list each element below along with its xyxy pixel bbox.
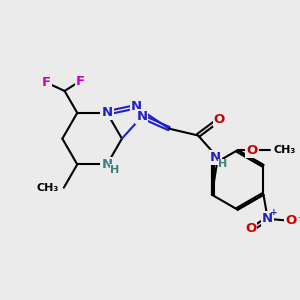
- Text: N: N: [101, 106, 112, 119]
- Text: O: O: [246, 144, 257, 157]
- Text: CH₃: CH₃: [37, 183, 59, 193]
- Text: N: N: [209, 151, 220, 164]
- Text: N: N: [130, 100, 142, 113]
- Text: O: O: [285, 214, 297, 227]
- Text: CH₃: CH₃: [273, 145, 296, 155]
- Text: O: O: [214, 113, 225, 126]
- Text: F: F: [42, 76, 51, 89]
- Text: H: H: [218, 159, 228, 169]
- Text: ⁻: ⁻: [297, 215, 300, 225]
- Text: N: N: [101, 158, 112, 171]
- Text: N: N: [136, 110, 147, 123]
- Text: H: H: [110, 164, 120, 175]
- Text: +: +: [270, 208, 278, 217]
- Text: N: N: [262, 212, 273, 225]
- Text: O: O: [245, 222, 256, 235]
- Text: F: F: [76, 74, 85, 88]
